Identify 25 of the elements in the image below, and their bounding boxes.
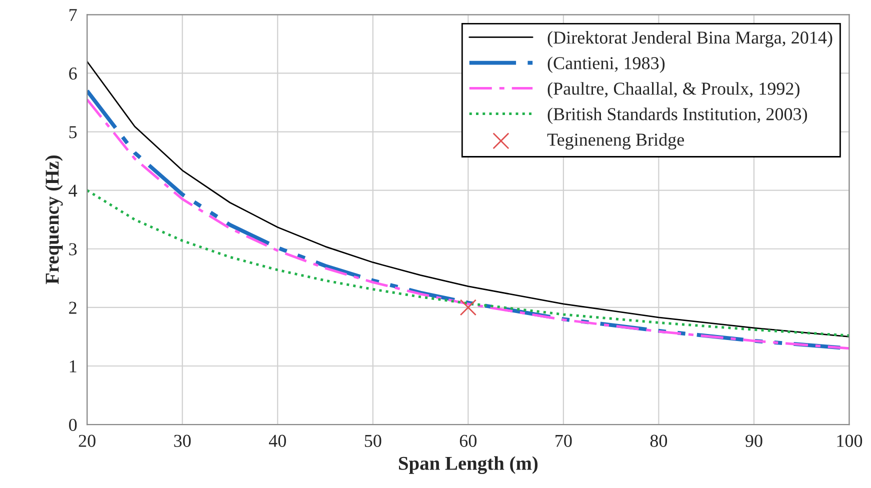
x-tick-label: 20	[78, 434, 96, 447]
y-tick-label: 5	[69, 126, 77, 138]
y-tick-label: 2	[69, 302, 76, 314]
x-tick-label: 30	[174, 434, 191, 447]
x-tick-label: 70	[556, 434, 572, 447]
x-tick-label: 60	[460, 434, 476, 447]
legend-label: (Paultre, Chaallal, & Proulx, 1992)	[548, 82, 800, 98]
x-tick-label: 80	[650, 434, 668, 447]
y-tick-label: 0	[69, 418, 77, 431]
y-axis-title: Frequency (Hz)	[45, 156, 63, 284]
legend-label: Tegineneng Bridge	[547, 133, 684, 150]
y-tick-label: 7	[70, 9, 77, 21]
legend-label: (Direktorat Jenderal Bina Marga, 2014)	[548, 31, 832, 48]
line-series	[87, 189, 850, 337]
y-tick-label: 1	[70, 360, 76, 372]
y-tick-label: 3	[69, 243, 77, 256]
x-tick-label: 50	[364, 434, 382, 447]
x-tick-label: 100	[837, 434, 862, 447]
x-tick-label: 90	[746, 434, 762, 447]
legend-label: (British Standards Institution, 2003)	[548, 108, 808, 124]
x-axis-title: Span Length (m)	[398, 456, 538, 474]
x-tick-label: 40	[268, 434, 286, 447]
legend-label: (Cantieni, 1983)	[548, 56, 665, 73]
y-tick-label: 4	[68, 184, 78, 197]
y-tick-label: 6	[69, 68, 77, 80]
